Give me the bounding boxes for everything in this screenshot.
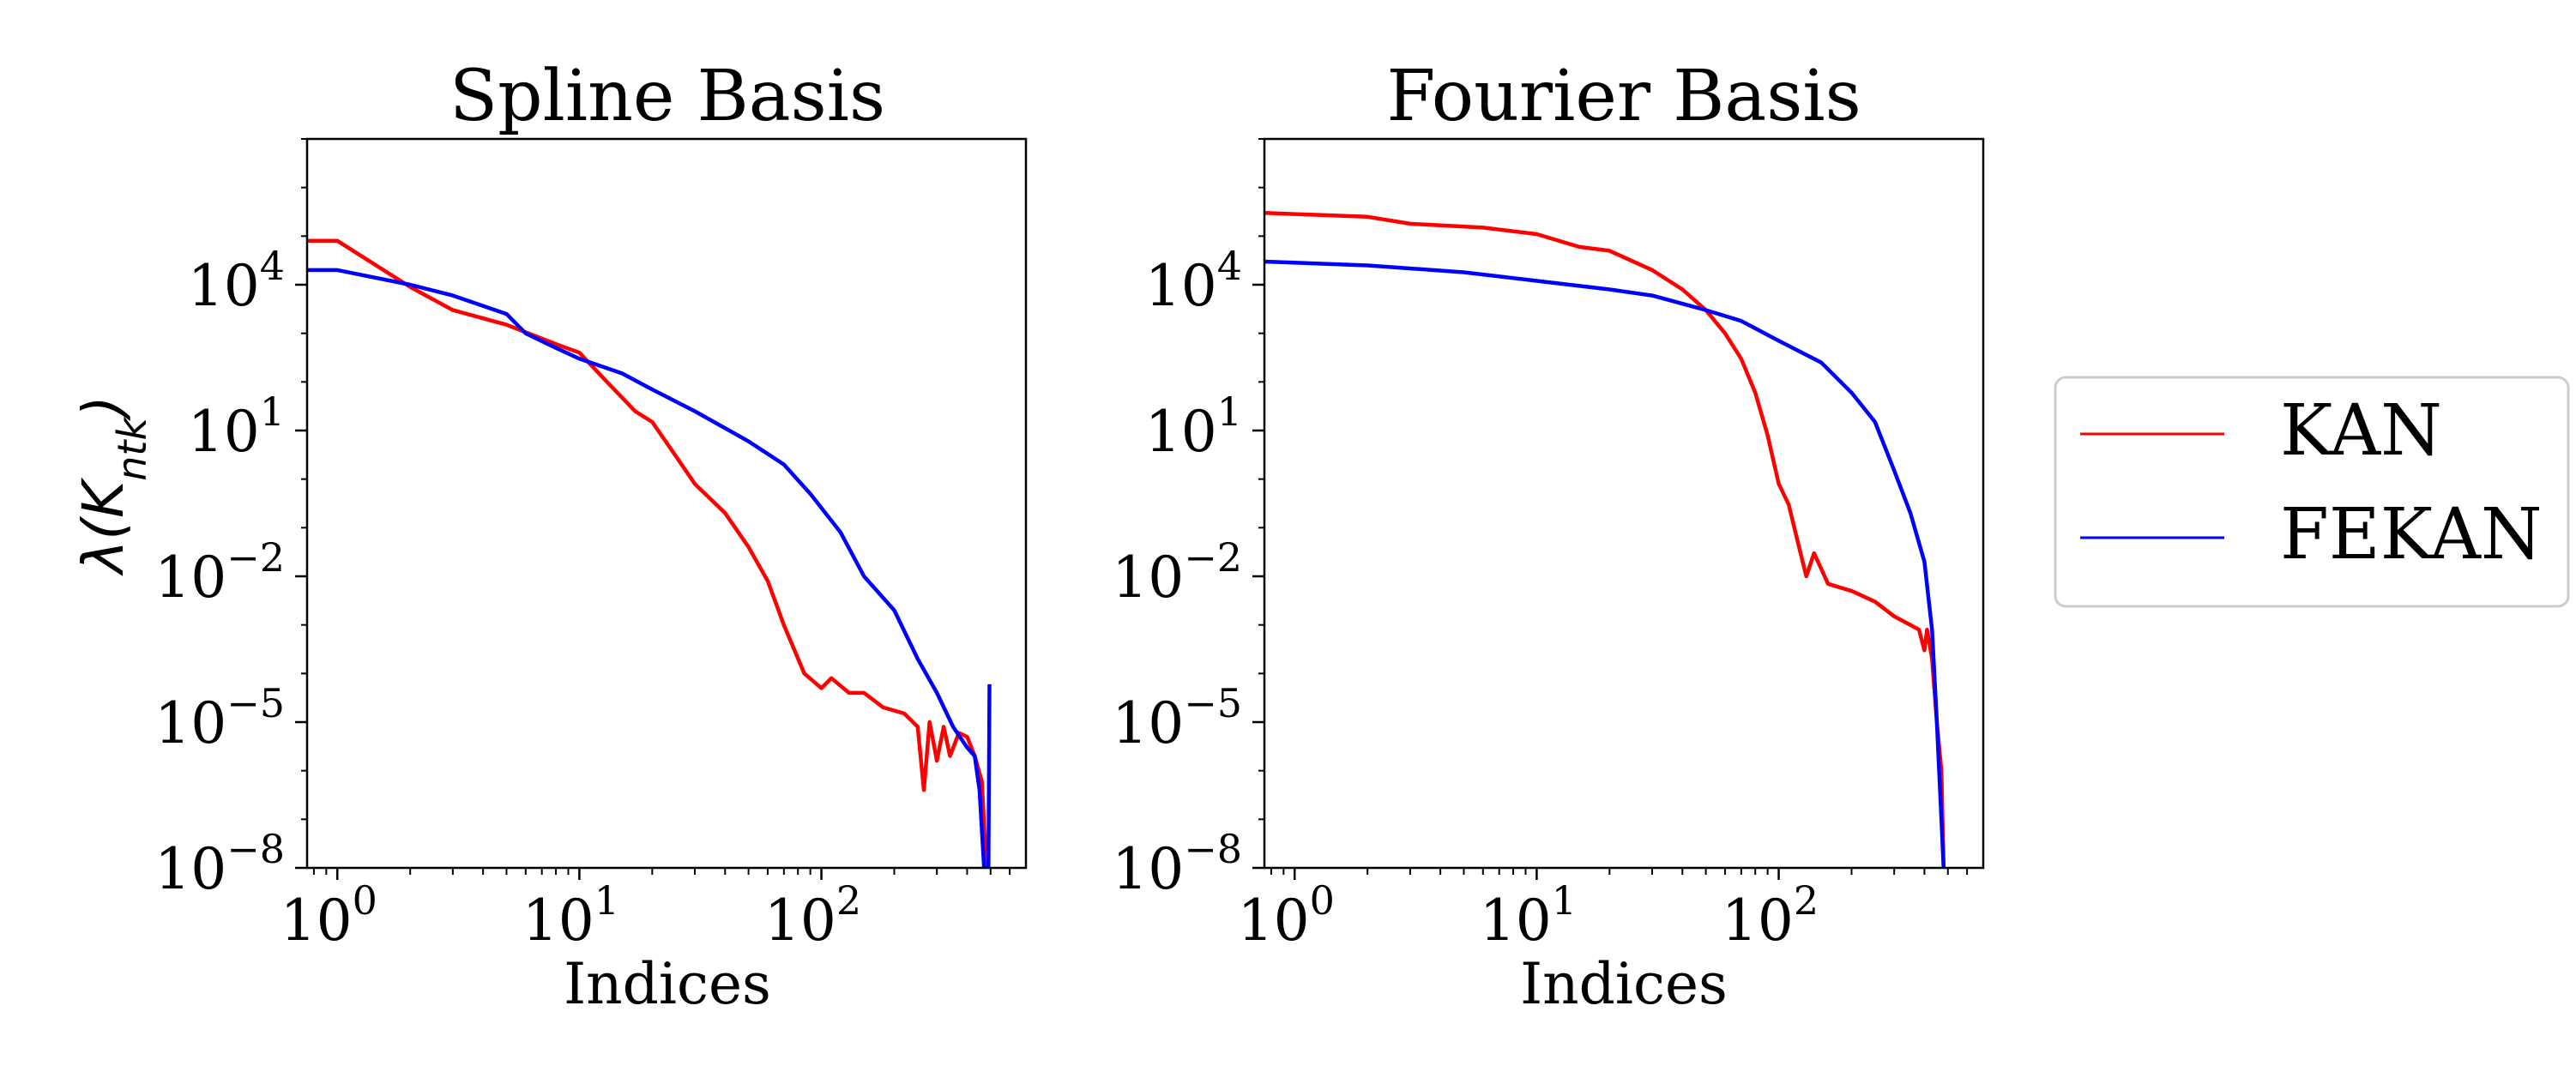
y-tick-label-fourier-1: 101 [1145, 388, 1242, 465]
series-line-kan-spline-0 [307, 238, 989, 869]
x-tick-label-fourier-0: 100 [1238, 877, 1335, 954]
plot-frame-fourier [1263, 137, 1985, 870]
y-tick-label-spline-2: 10−2 [154, 534, 285, 611]
x-tick-label-spline-2: 102 [764, 877, 861, 954]
series-line-fekan-spline-1 [307, 268, 986, 869]
panel-title-spline: Spline Basis [449, 56, 885, 137]
x-tick-label-spline-1: 101 [522, 877, 619, 954]
plot-frame-spline [305, 137, 1028, 870]
legend: KAN FEKAN [2054, 376, 2570, 608]
y-tick-label-spline-0: 104 [188, 243, 285, 319]
y-tick-label-fourier-4: 10−8 [1112, 826, 1242, 902]
series-line-fekan-spline-2 [986, 684, 992, 869]
x-tick-label-fourier-2: 102 [1722, 877, 1819, 954]
y-axis-label: λ(Kntk) [70, 395, 155, 576]
y-tick-label-fourier-0: 104 [1145, 243, 1242, 319]
x-tick-label-spline-0: 100 [281, 877, 377, 954]
y-tick-label-spline-3: 10−5 [154, 680, 285, 756]
series-line-kan-fourier-0 [1264, 211, 1946, 869]
y-tick-label-fourier-2: 10−2 [1112, 534, 1242, 611]
y-tick-label-spline-1: 101 [188, 388, 285, 465]
panel-title-fourier: Fourier Basis [1386, 56, 1861, 137]
x-axis-label-fourier: Indices [1520, 951, 1728, 1017]
legend-label-kan: KAN [2280, 390, 2442, 472]
panel-fourier-series [1264, 211, 1946, 869]
y-tick-label-spline-4: 10−8 [154, 826, 285, 902]
x-axis-label-spline: Indices [564, 951, 771, 1017]
y-axis-label-subscript: ntk [109, 416, 155, 481]
x-tick-label-fourier-1: 101 [1480, 877, 1577, 954]
panel-spline-series [307, 238, 992, 869]
legend-label-fekan: FEKAN [2280, 494, 2543, 575]
y-axis-label-main: λ(K [70, 477, 136, 576]
series-line-fekan-fourier-1 [1264, 259, 1946, 869]
y-axis-label-close: ) [70, 395, 136, 422]
y-tick-label-fourier-3: 10−5 [1112, 680, 1242, 756]
